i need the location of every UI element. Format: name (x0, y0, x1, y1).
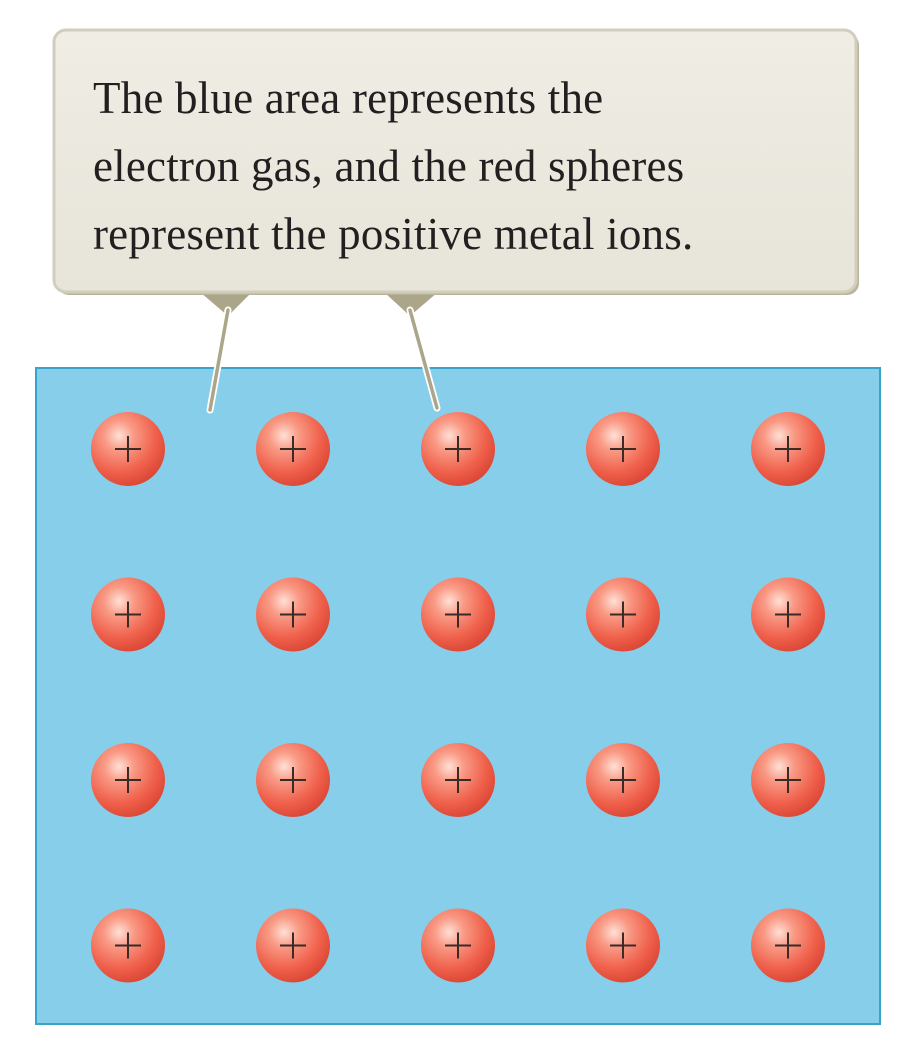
metal-ion-r2-c1 (91, 577, 165, 652)
plus-icon (280, 436, 306, 462)
metal-ion-r1-c1 (91, 412, 165, 486)
callout-line-3: represent the positive metal ions. (93, 209, 694, 259)
metal-ion-r2-c5 (751, 577, 825, 652)
metal-ion-r1-c2 (256, 412, 330, 486)
plus-icon (115, 932, 141, 959)
metal-ion-r3-c4 (586, 743, 660, 817)
metal-ion-grid (91, 412, 825, 983)
callout-line-2: electron gas, and the red spheres (93, 141, 685, 191)
callout-box (52, 28, 859, 295)
plus-icon (280, 601, 306, 628)
pointer-right-base (384, 292, 438, 316)
metal-ion-r1-c5 (751, 412, 825, 486)
callout-line-1: The blue area represents the (93, 73, 604, 123)
metal-ion-r4-c1 (91, 908, 165, 983)
metal-ion-r3-c1 (91, 743, 165, 817)
plus-icon (775, 932, 801, 959)
plus-icon (610, 767, 636, 793)
plus-icon (280, 767, 306, 793)
callout-pointers (200, 292, 441, 414)
metal-ion-r4-c5 (751, 908, 825, 983)
plus-icon (445, 767, 471, 793)
plus-icon (115, 601, 141, 628)
plus-icon (775, 436, 801, 462)
plus-icon (115, 436, 141, 462)
pointer-left-base (200, 292, 252, 316)
metal-ion-r2-c3 (421, 577, 495, 652)
metal-ion-r3-c5 (751, 743, 825, 817)
metal-ion-r1-c4 (586, 412, 660, 486)
metal-ion-r3-c3 (421, 743, 495, 817)
plus-icon (610, 436, 636, 462)
metal-ion-r2-c4 (586, 577, 660, 652)
plus-icon (610, 601, 636, 628)
metal-ion-r4-c3 (421, 908, 495, 983)
plus-icon (610, 932, 636, 959)
callout-text: The blue area represents the electron ga… (93, 64, 853, 268)
plus-icon (115, 767, 141, 793)
metal-ion-r4-c4 (586, 908, 660, 983)
metal-ion-r3-c2 (256, 743, 330, 817)
plus-icon (280, 932, 306, 959)
plus-icon (445, 932, 471, 959)
plus-icon (775, 767, 801, 793)
plus-icon (445, 436, 471, 462)
plus-icon (775, 601, 801, 628)
plus-icon (445, 601, 471, 628)
metal-ion-r4-c2 (256, 908, 330, 983)
metal-ion-r2-c2 (256, 577, 330, 652)
metal-ion-r1-c3 (421, 412, 495, 486)
